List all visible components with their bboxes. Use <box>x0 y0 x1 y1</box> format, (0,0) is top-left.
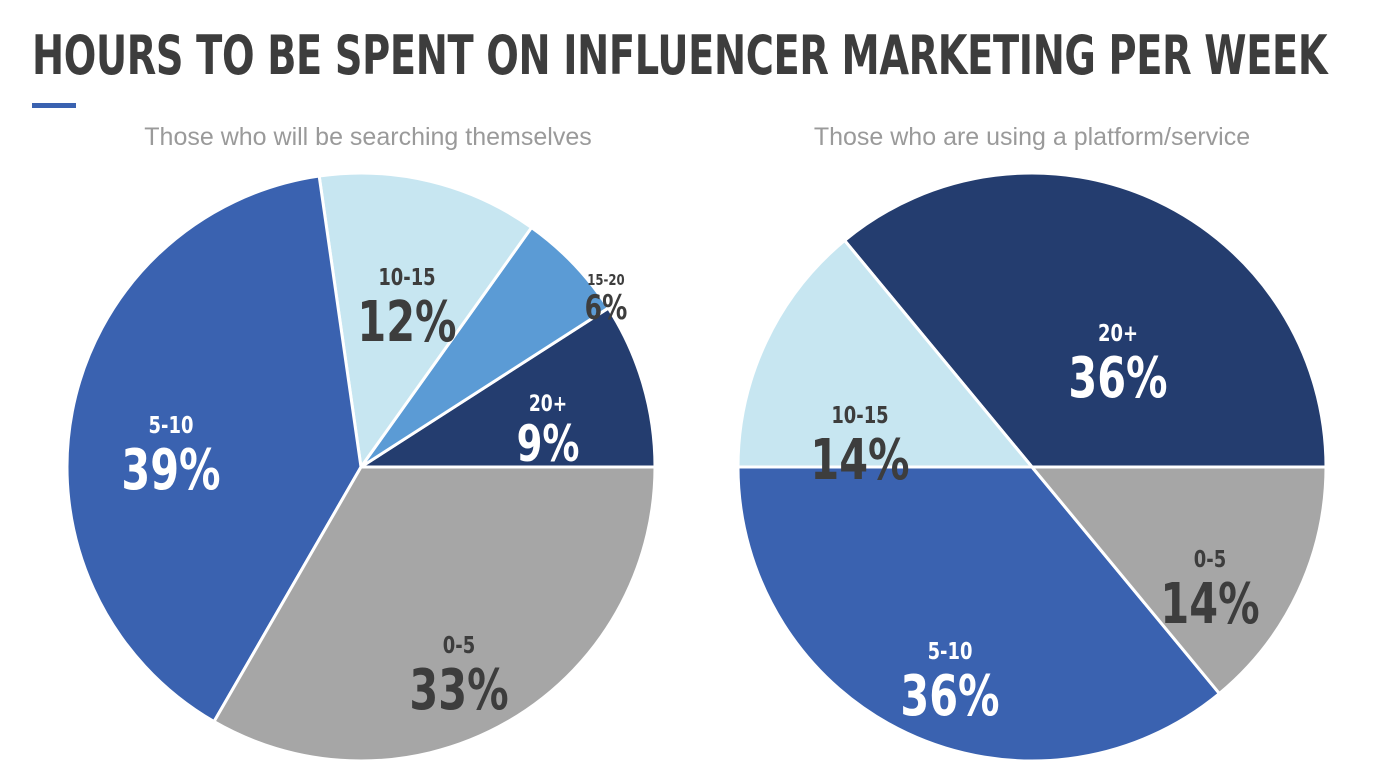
pie-right-percent-label: 14% <box>810 427 909 493</box>
pie-left-percent-label: 12% <box>357 289 456 355</box>
chart-title-right: Those who are using a platform/service <box>813 123 1251 151</box>
page-title: HOURS TO BE SPENT ON INFLUENCER MARKETIN… <box>32 24 1328 87</box>
pie-left-percent-label: 9% <box>517 416 580 474</box>
pie-left-category-label: 10-15 <box>378 264 435 291</box>
pie-right-percent-label: 14% <box>1160 571 1259 637</box>
pie-left-category-label: 15-20 <box>587 273 624 290</box>
pie-right-category-label: 10-15 <box>831 402 888 429</box>
pie-left-category-label: 0-5 <box>443 632 475 659</box>
pie-right-category-label: 20+ <box>1098 320 1138 347</box>
pie-left-label-15-20: 15-206% <box>585 273 628 328</box>
pie-right-category-label: 0-5 <box>1194 546 1226 573</box>
pie-right-category-label: 5-10 <box>928 638 973 665</box>
pie-left-label-0-5: 0-533% <box>409 632 508 723</box>
pie-right-label-0-5: 0-514% <box>1160 546 1259 637</box>
pie-left-percent-label: 6% <box>585 288 628 328</box>
pie-right-slice-10-15 <box>736 238 1034 469</box>
chart-title-left: Those who will be searching themselves <box>144 123 592 151</box>
pie-left-percent-label: 39% <box>121 437 220 503</box>
title-accent-bar <box>32 103 76 108</box>
pie-left-category-label: 5-10 <box>149 412 194 439</box>
pie-right-slice-5-10 <box>736 465 1221 763</box>
pie-left-slice-0-5 <box>212 465 657 763</box>
pie-right-slice-20plus <box>843 171 1328 469</box>
pie-right-percent-label: 36% <box>900 663 999 729</box>
pie-right-percent-label: 36% <box>1068 345 1167 411</box>
pie-left-category-label: 20+ <box>529 391 567 417</box>
pie-left-slice-20plus <box>359 306 657 469</box>
pie-left-label-20plus: 20+9% <box>517 391 580 474</box>
pie-right-label-20plus: 20+36% <box>1068 320 1167 411</box>
pie-right-slice-0-5 <box>1030 465 1328 696</box>
pie-left-slice-5-10 <box>65 174 363 724</box>
pie-left-percent-label: 33% <box>409 657 508 723</box>
pie-left-slice-10-15 <box>317 171 534 469</box>
